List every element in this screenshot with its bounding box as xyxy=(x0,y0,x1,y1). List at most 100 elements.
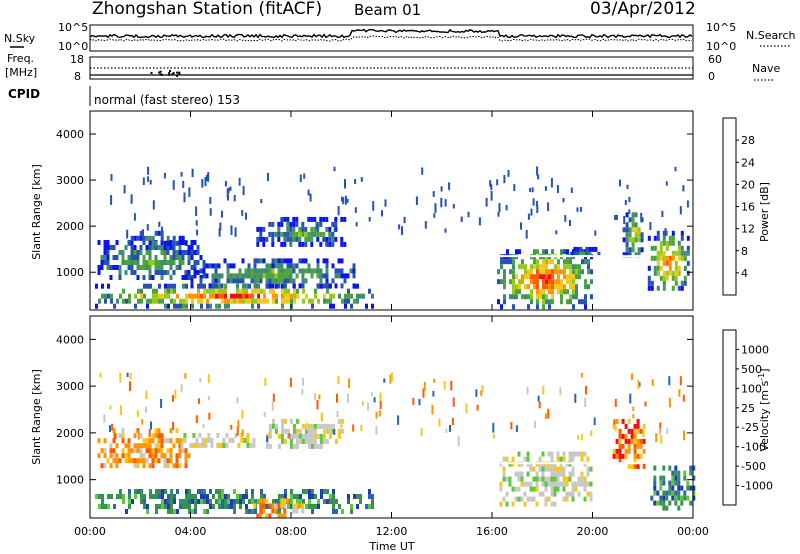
power-echo-cell xyxy=(665,275,669,281)
velocity-echo-cell xyxy=(350,509,353,514)
velocity-scatter-echo xyxy=(666,428,669,434)
power-scatter-echo xyxy=(570,187,573,194)
velocity-echo-cell xyxy=(553,491,557,497)
power-echo-cell xyxy=(628,227,632,233)
power-echo-cell xyxy=(334,221,338,227)
power-echo-cell xyxy=(314,288,317,294)
power-echo-cell xyxy=(220,283,224,289)
power-echo-cell xyxy=(193,265,197,270)
velocity-echo-cell xyxy=(612,423,616,429)
velocity-scatter-echo xyxy=(526,387,529,395)
noise-tick-left-top: 10^5 xyxy=(58,21,88,34)
velocity-echo-cell xyxy=(304,433,308,439)
power-echo-cell xyxy=(145,250,149,255)
power-scatter-echo xyxy=(665,230,668,236)
power-echo-cell xyxy=(164,288,167,294)
velocity-echo-cell xyxy=(121,448,125,454)
velocity-echo-cell xyxy=(319,423,323,429)
velocity-echo-cell xyxy=(127,438,131,444)
velocity-echo-cell xyxy=(225,432,229,438)
power-echo-cell xyxy=(229,278,233,284)
power-scatter-echo xyxy=(498,203,501,213)
power-echo-cell xyxy=(634,212,638,218)
power-echo-cell xyxy=(563,274,566,280)
power-echo-cell xyxy=(175,240,179,246)
velocity-scatter-echo xyxy=(432,390,435,397)
velocity-scatter-echo xyxy=(544,413,547,419)
velocity-scatter-echo xyxy=(114,432,117,440)
power-echo-cell xyxy=(259,273,263,279)
power-echo-cell xyxy=(238,268,242,274)
power-echo-cell xyxy=(155,288,158,294)
velocity-ytick-label: 1000 xyxy=(56,474,84,487)
velocity-echo-cell xyxy=(221,504,224,509)
velocity-scatter-echo xyxy=(668,376,671,386)
velocity-echo-cell xyxy=(121,438,125,444)
power-echo-cell xyxy=(164,303,167,309)
velocity-echo-cell xyxy=(154,443,158,449)
power-echo-cell xyxy=(677,270,681,276)
power-echo-cell xyxy=(130,260,134,265)
velocity-echo-cell xyxy=(541,491,545,497)
power-echo-cell xyxy=(166,240,170,246)
velocity-echo-cell xyxy=(337,428,341,434)
power-echo-cell xyxy=(197,288,200,294)
power-echo-cell xyxy=(298,241,302,247)
velocity-echo-cell xyxy=(248,499,251,504)
velocity-echo-cell xyxy=(541,476,545,482)
velocity-echo-cell xyxy=(671,490,675,496)
velocity-echo-cell xyxy=(662,505,666,511)
power-echo-cell xyxy=(521,264,524,270)
velocity-echo-cell xyxy=(683,470,687,476)
velocity-scatter-echo xyxy=(389,374,392,384)
power-echo-cell xyxy=(295,263,299,269)
velocity-scatter-echo xyxy=(370,392,373,397)
power-echo-cell xyxy=(130,235,134,241)
power-echo-cell xyxy=(590,269,593,275)
power-scatter-echo xyxy=(221,210,223,218)
power-echo-cell xyxy=(224,303,227,309)
power-scatter-echo xyxy=(626,184,629,190)
velocity-echo-cell xyxy=(665,505,669,511)
velocity-echo-cell xyxy=(544,486,548,492)
power-echo-cell xyxy=(230,298,233,304)
power-scatter-echo xyxy=(234,227,237,237)
power-echo-cell xyxy=(662,280,666,286)
power-echo-cell xyxy=(158,298,161,304)
velocity-echo-cell xyxy=(662,480,666,486)
power-echo-cell xyxy=(584,304,587,310)
power-echo-cell xyxy=(289,268,293,274)
velocity-echo-cell xyxy=(353,494,356,499)
power-echo-cell xyxy=(130,270,134,275)
velocity-echo-cell xyxy=(633,433,637,439)
power-echo-cell xyxy=(169,260,173,265)
velocity-echo-cell xyxy=(170,489,173,494)
power-echo-cell xyxy=(631,222,635,228)
velocity-echo-cell xyxy=(514,471,518,477)
power-echo-cell xyxy=(232,278,236,284)
velocity-echo-cell xyxy=(245,489,248,494)
velocity-echo-cell xyxy=(583,486,587,492)
velocity-echo-cell xyxy=(176,489,179,494)
power-echo-cell xyxy=(163,245,167,250)
power-echo-cell xyxy=(622,252,626,258)
power-scatter-echo xyxy=(507,169,510,177)
velocity-echo-cell xyxy=(253,503,257,509)
power-echo-cell xyxy=(331,263,335,269)
power-echo-cell xyxy=(254,298,257,304)
power-echo-cell xyxy=(224,288,227,294)
power-echo-cell xyxy=(289,221,293,227)
velocity-echo-cell xyxy=(203,509,206,514)
power-echo-cell xyxy=(271,268,275,274)
power-echo-cell xyxy=(178,255,182,260)
power-echo-cell xyxy=(506,249,509,255)
velocity-echo-cell xyxy=(259,498,263,504)
power-scatter-echo xyxy=(110,174,113,181)
velocity-scatter-echo xyxy=(318,394,321,400)
power-echo-cell xyxy=(203,293,206,299)
power-echo-cell xyxy=(211,278,215,284)
power-echo-cell xyxy=(656,230,660,236)
power-echo-cell xyxy=(242,293,245,299)
power-echo-cell xyxy=(206,298,209,304)
velocity-echo-cell xyxy=(612,448,616,454)
